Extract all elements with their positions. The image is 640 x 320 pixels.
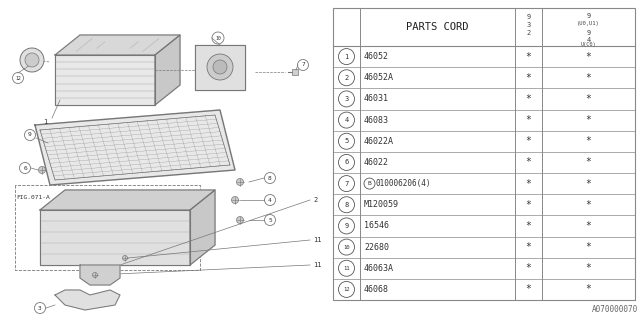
Text: 7: 7: [301, 62, 305, 68]
Text: 3: 3: [38, 306, 42, 310]
Text: 46052: 46052: [364, 52, 389, 61]
Text: *: *: [525, 179, 531, 188]
Text: *: *: [586, 179, 591, 188]
Bar: [292, 69, 298, 75]
Polygon shape: [155, 35, 180, 105]
Text: 9: 9: [586, 30, 591, 36]
Circle shape: [93, 273, 97, 277]
Polygon shape: [80, 265, 120, 285]
Text: 11: 11: [313, 262, 321, 268]
Text: *: *: [525, 94, 531, 104]
Text: 22680: 22680: [364, 243, 389, 252]
Polygon shape: [190, 190, 215, 265]
Text: 8: 8: [344, 202, 349, 208]
Text: *: *: [586, 115, 591, 125]
Polygon shape: [55, 55, 155, 105]
Text: 6: 6: [23, 165, 27, 171]
Text: 46022A: 46022A: [364, 137, 394, 146]
Circle shape: [122, 255, 127, 260]
Text: 3: 3: [344, 96, 349, 102]
Text: 9: 9: [28, 132, 32, 138]
Text: *: *: [586, 73, 591, 83]
Text: 12: 12: [343, 287, 349, 292]
Text: *: *: [586, 52, 591, 61]
Text: 5: 5: [344, 138, 349, 144]
Text: 010006206(4): 010006206(4): [376, 179, 431, 188]
Text: *: *: [525, 115, 531, 125]
Circle shape: [207, 54, 233, 80]
Text: 5: 5: [268, 218, 272, 222]
Text: 1: 1: [344, 53, 349, 60]
Text: 6: 6: [344, 159, 349, 165]
Polygon shape: [35, 110, 235, 185]
Text: *: *: [525, 157, 531, 167]
Polygon shape: [55, 290, 120, 310]
Circle shape: [213, 60, 227, 74]
Text: *: *: [525, 263, 531, 273]
Text: 9: 9: [526, 14, 531, 20]
Text: 8: 8: [268, 175, 272, 180]
Text: 7: 7: [344, 180, 349, 187]
Text: *: *: [525, 284, 531, 294]
Polygon shape: [55, 35, 180, 55]
Polygon shape: [195, 45, 245, 90]
Text: *: *: [525, 73, 531, 83]
Text: B: B: [367, 181, 371, 186]
Text: 1: 1: [43, 119, 47, 125]
Text: 10: 10: [343, 244, 349, 250]
Text: *: *: [525, 200, 531, 210]
Text: 16546: 16546: [364, 221, 389, 230]
Text: 11: 11: [313, 237, 321, 243]
Polygon shape: [40, 190, 215, 210]
Text: 3: 3: [526, 22, 531, 28]
Text: *: *: [586, 200, 591, 210]
Text: FIG.071-A: FIG.071-A: [16, 195, 50, 200]
Text: *: *: [586, 263, 591, 273]
Text: A070000070: A070000070: [592, 305, 638, 314]
Text: 4: 4: [268, 197, 272, 203]
Text: 9: 9: [586, 13, 591, 19]
Circle shape: [25, 53, 39, 67]
Text: 46063A: 46063A: [364, 264, 394, 273]
Text: 11: 11: [343, 266, 349, 271]
Text: 2: 2: [344, 75, 349, 81]
Text: *: *: [586, 157, 591, 167]
Text: *: *: [586, 242, 591, 252]
Text: 46022: 46022: [364, 158, 389, 167]
Circle shape: [237, 179, 243, 186]
Text: 12: 12: [15, 76, 21, 81]
Text: 46083: 46083: [364, 116, 389, 124]
Text: 46052A: 46052A: [364, 73, 394, 82]
Circle shape: [237, 217, 243, 223]
Text: M120059: M120059: [364, 200, 399, 209]
Bar: [333, 8, 635, 300]
Text: 10: 10: [215, 36, 221, 41]
Text: *: *: [525, 52, 531, 61]
Text: *: *: [586, 284, 591, 294]
Text: *: *: [525, 136, 531, 146]
Text: *: *: [586, 94, 591, 104]
Text: 9: 9: [344, 223, 349, 229]
Text: (U0,U1): (U0,U1): [577, 21, 600, 26]
Text: 2: 2: [526, 30, 531, 36]
Polygon shape: [40, 210, 190, 265]
Text: *: *: [586, 136, 591, 146]
Text: 46068: 46068: [364, 285, 389, 294]
Text: *: *: [525, 221, 531, 231]
Circle shape: [38, 166, 45, 173]
Text: U(C0): U(C0): [580, 42, 596, 47]
Circle shape: [20, 48, 44, 72]
Text: *: *: [586, 221, 591, 231]
Text: 46031: 46031: [364, 94, 389, 103]
Text: PARTS CORD: PARTS CORD: [406, 22, 468, 32]
Text: 4: 4: [344, 117, 349, 123]
Text: *: *: [525, 242, 531, 252]
Circle shape: [232, 196, 239, 204]
Text: 4: 4: [586, 37, 591, 43]
Text: 2: 2: [313, 197, 317, 203]
